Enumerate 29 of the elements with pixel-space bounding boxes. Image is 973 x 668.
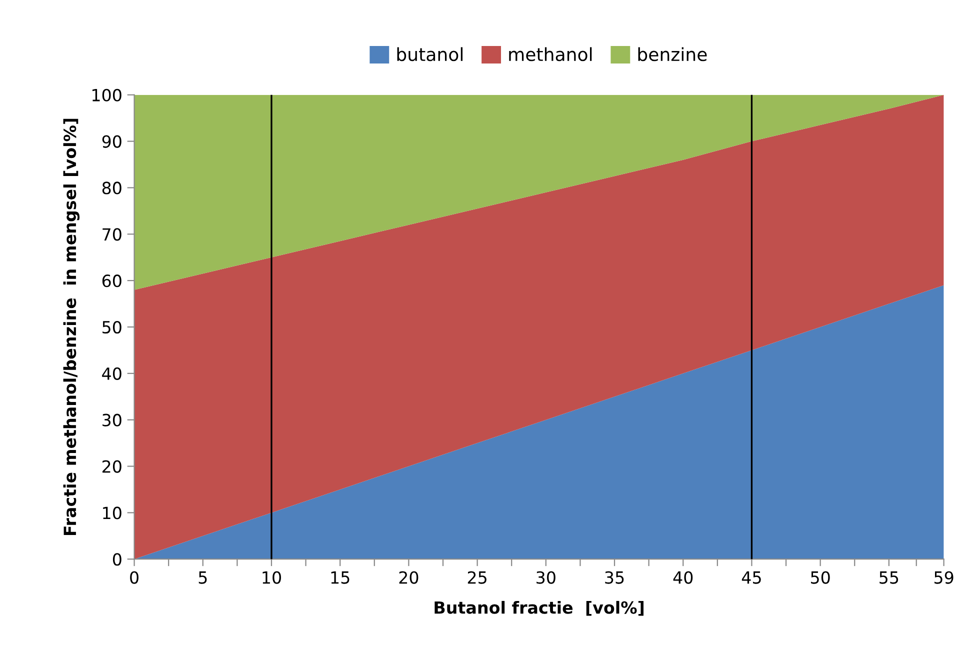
legend-label: butanol (397, 47, 463, 62)
x-tick-label: 30 (536, 571, 556, 584)
y-tick-label: 100 (92, 88, 122, 102)
x-tick-label: 15 (331, 571, 350, 584)
x-tick-label: 50 (811, 571, 830, 584)
x-tick-label: 40 (673, 571, 693, 584)
x-tick-label: 35 (605, 571, 624, 584)
x-tick-label: 10 (262, 571, 281, 584)
y-tick-label: 40 (102, 367, 122, 380)
y-axis-title: Fractie methanol/benzine in mengsel [vol%] (63, 118, 80, 536)
x-tick-label: 59 (934, 571, 954, 584)
x-tick-label: 55 (880, 571, 898, 584)
y-tick-label: 50 (102, 320, 122, 334)
y-tick-label: 20 (102, 460, 122, 473)
legend-label: methanol (509, 47, 592, 62)
x-tick-label: 45 (742, 571, 761, 584)
y-tick-label: 10 (103, 506, 122, 520)
y-tick-label: 90 (102, 135, 122, 148)
x-tick-label: 25 (468, 571, 486, 584)
y-tick-label: 60 (102, 274, 122, 288)
y-tick-label: 70 (102, 228, 122, 241)
y-tick-label: 80 (102, 182, 122, 194)
x-tick-label: 20 (399, 571, 418, 584)
x-axis-title: Butanol fractie [vol%] (434, 600, 644, 616)
x-tick-label: 0 (130, 571, 138, 584)
x-tick-label: 5 (198, 571, 207, 584)
y-tick-label: 0 (112, 553, 122, 566)
y-tick-label: 30 (102, 414, 122, 426)
legend-label: benzine (638, 47, 707, 62)
